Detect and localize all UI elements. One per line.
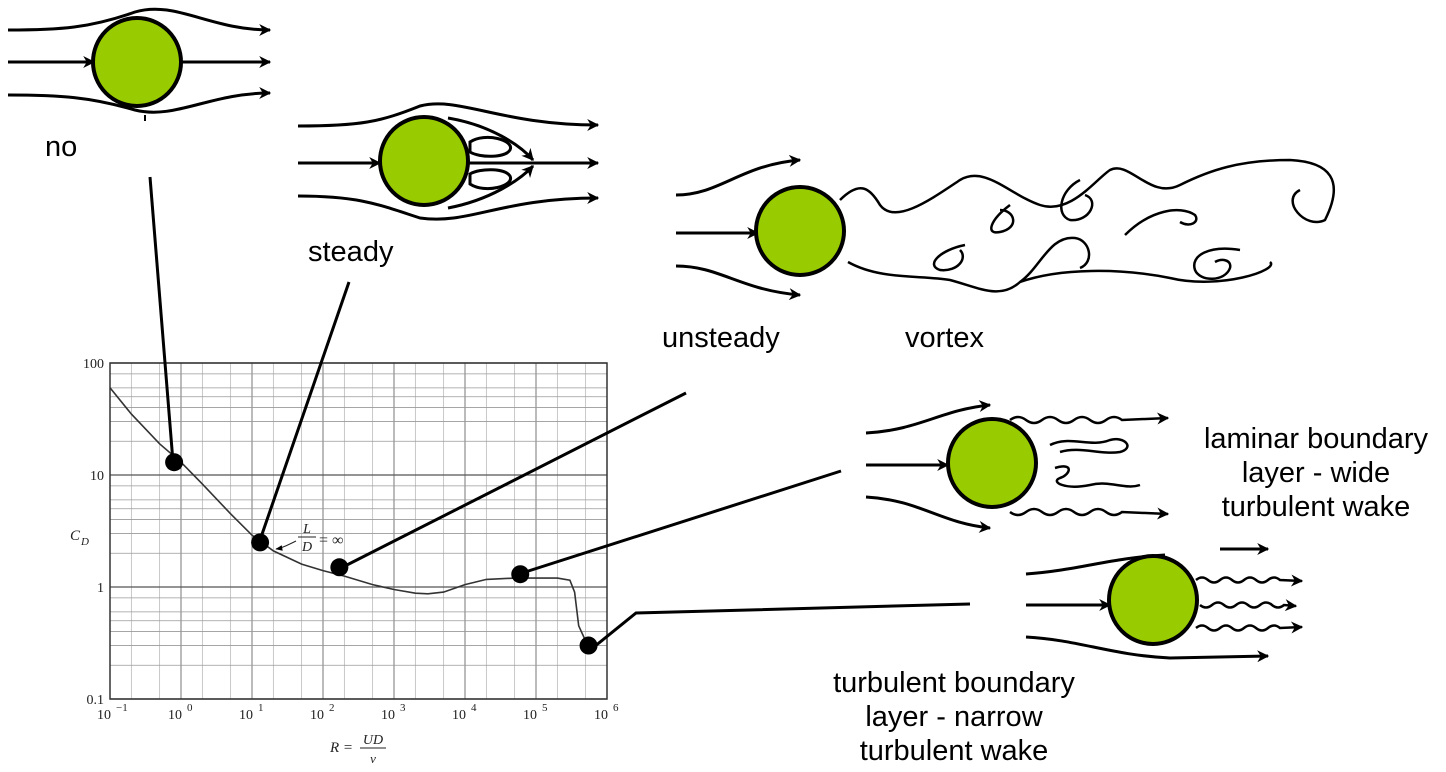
turbulent-line: turbulent boundary (833, 667, 1075, 699)
annotation-arrow (275, 540, 297, 551)
x-tick-label: 10 (523, 708, 537, 723)
turbulent-boundary-label: turbulent boundary layer - narrow turbul… (812, 666, 1096, 768)
cylinder (754, 185, 846, 277)
leader-lines (148, 176, 971, 653)
turbulent-line: layer - narrow (865, 701, 1043, 733)
y-axis-label: C (70, 528, 81, 544)
y-tick-label: 0.1 (87, 693, 105, 708)
x-tick-label: 10 (452, 708, 466, 723)
x-tick-exponent: 6 (613, 702, 619, 714)
x-tick-label: 10 (594, 708, 608, 723)
laminar-line: layer - wide (1241, 457, 1391, 489)
leader-line (257, 281, 351, 544)
annotation-denominator: D (301, 540, 312, 555)
x-tick-label: 10 (310, 708, 324, 723)
leader-line (338, 391, 687, 571)
drag-curve (109, 387, 592, 647)
x-axis-label-numerator: UD (363, 733, 383, 748)
leader-line (588, 602, 971, 653)
x-tick-label: 10 (168, 708, 182, 723)
laminar-boundary-layer-illustration (865, 400, 1170, 533)
cylinder (1107, 554, 1199, 646)
no-separation-label: no (45, 131, 78, 163)
vortex-street-illustration (675, 154, 1336, 301)
x-tick-exponent: 3 (400, 702, 406, 714)
x-tick-label: 10 (381, 708, 395, 723)
x-axis-label-denominator: ν (370, 751, 376, 766)
turbulent-line: turbulent wake (859, 735, 1049, 767)
x-tick-exponent: 2 (329, 702, 335, 714)
y-tick-label: 10 (90, 469, 104, 484)
x-tick-exponent: −1 (116, 702, 128, 714)
streamline (7, 7, 272, 36)
leader-line (518, 469, 842, 576)
x-tick-exponent: 0 (187, 702, 193, 714)
regime-point (579, 636, 598, 655)
laminar-line: laminar boundary (1203, 423, 1429, 455)
x-tick-exponent: 5 (542, 702, 548, 714)
x-tick-label: 10 (97, 708, 111, 723)
plot-frame (109, 362, 608, 700)
y-axis-label-subscript: D (80, 536, 89, 548)
y-tick-label: 1 (97, 581, 104, 596)
annotation-numerator: L (302, 522, 311, 537)
cylinder (946, 417, 1038, 509)
y-tick-label: 100 (83, 357, 104, 372)
laminar-line: turbulent wake (1221, 491, 1411, 523)
cylinder (378, 115, 470, 207)
regime-point (165, 453, 184, 472)
steady-label: steady (308, 236, 394, 268)
laminar-boundary-label: laminar boundary layer - wide turbulent … (1188, 422, 1444, 524)
annotation-value: = ∞ (319, 532, 343, 549)
cylinder (91, 16, 183, 108)
vortex-label: vortex (905, 322, 984, 354)
streamline (7, 87, 272, 114)
creeping-flow-illustration (7, 7, 272, 121)
steady-wake-illustration (297, 102, 600, 221)
x-tick-label: 10 (239, 708, 253, 723)
turbulent-boundary-layer-illustration (1025, 543, 1304, 663)
x-tick-exponent: 1 (258, 702, 264, 714)
unsteady-label: unsteady (662, 322, 780, 354)
leader-line (148, 176, 175, 463)
x-tick-exponent: 4 (471, 702, 477, 714)
x-axis-label: R = (329, 740, 353, 756)
